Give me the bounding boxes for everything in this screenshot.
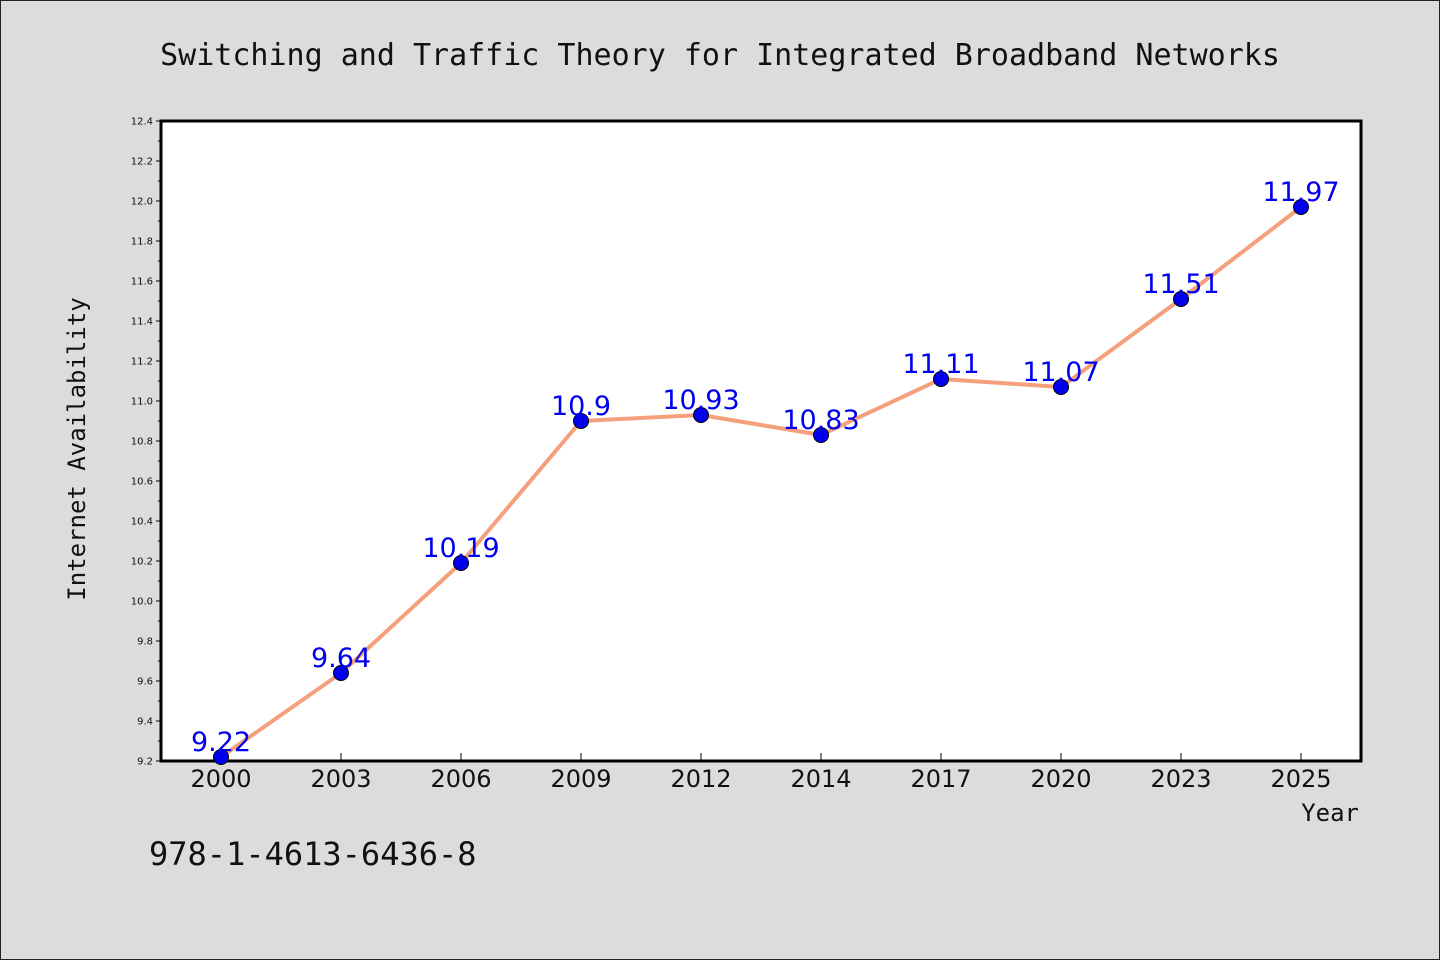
y-tick-label: 9.6 — [137, 677, 153, 688]
y-tick-label: 11.2 — [131, 357, 153, 368]
data-point — [693, 407, 709, 423]
x-tick-label: 2023 — [1150, 765, 1211, 793]
data-point — [1053, 379, 1069, 395]
y-tick-label: 10.6 — [131, 477, 153, 488]
x-tick-label: 2000 — [190, 765, 251, 793]
data-label: 11.97 — [1262, 177, 1339, 208]
x-tick-label: 2003 — [310, 765, 371, 793]
data-point — [573, 413, 589, 429]
x-axis-ticks: 2000 2003 2006 2009 2012 2014 2017 2020 2023 2025 — [190, 753, 1332, 793]
x-tick-label: 2020 — [1030, 765, 1091, 793]
series-layer — [213, 199, 1309, 765]
x-axis-label: Year — [1301, 799, 1359, 827]
y-tick-label: 12.0 — [131, 197, 153, 208]
y-tick-label: 10.2 — [131, 557, 153, 568]
y-tick-label: 11.8 — [131, 237, 153, 248]
data-point — [453, 555, 469, 571]
data-label: 10.83 — [782, 405, 859, 436]
y-tick-label: 11.4 — [131, 317, 153, 328]
data-point — [213, 749, 229, 765]
data-label: 10.9 — [551, 391, 611, 422]
isbn-footer: 978-1-4613-6436-8 — [149, 835, 477, 873]
y-axis-label: Internet Availability — [63, 297, 91, 600]
y-tick-label: 10.4 — [131, 517, 153, 528]
data-label: 11.11 — [902, 349, 979, 380]
x-tick-label: 2017 — [910, 765, 971, 793]
y-axis-ticks: 9.2 9.4 9.6 9.8 10.0 10.2 10.4 10.6 10.8 11.0 11.2… — [131, 117, 161, 768]
chart-title: Switching and Traffic Theory for Integra… — [160, 38, 1280, 73]
data-point — [333, 665, 349, 681]
y-tick-label: 12.2 — [131, 157, 153, 168]
data-labels-layer: 9.22 9.64 10.19 10.9 10.93 10.83 11.11 11.07 11.… — [191, 177, 1340, 758]
data-label: 10.93 — [662, 385, 739, 416]
y-tick-label: 9.4 — [137, 717, 153, 728]
data-label: 10.19 — [422, 533, 499, 564]
y-tick-label: 9.8 — [137, 637, 153, 648]
data-point — [1173, 291, 1189, 307]
series-line — [219, 205, 1303, 759]
x-tick-label: 2012 — [670, 765, 731, 793]
data-label: 9.22 — [191, 727, 251, 758]
y-tick-label: 12.4 — [131, 117, 153, 128]
y-tick-label: 10.0 — [131, 597, 153, 608]
y-tick-label: 11.6 — [131, 277, 153, 288]
data-label: 9.64 — [311, 643, 371, 674]
data-point — [933, 371, 949, 387]
data-point — [1293, 199, 1309, 215]
x-tick-label: 2014 — [790, 765, 851, 793]
x-tick-label: 2025 — [1270, 765, 1331, 793]
x-tick-label: 2006 — [430, 765, 491, 793]
y-tick-label: 10.8 — [131, 437, 153, 448]
x-tick-label: 2009 — [550, 765, 611, 793]
y-tick-label: 9.2 — [137, 757, 153, 768]
data-label: 11.51 — [1142, 269, 1219, 300]
y-tick-label: 11.0 — [131, 397, 153, 408]
data-point — [813, 427, 829, 443]
data-label: 11.07 — [1022, 357, 1099, 388]
